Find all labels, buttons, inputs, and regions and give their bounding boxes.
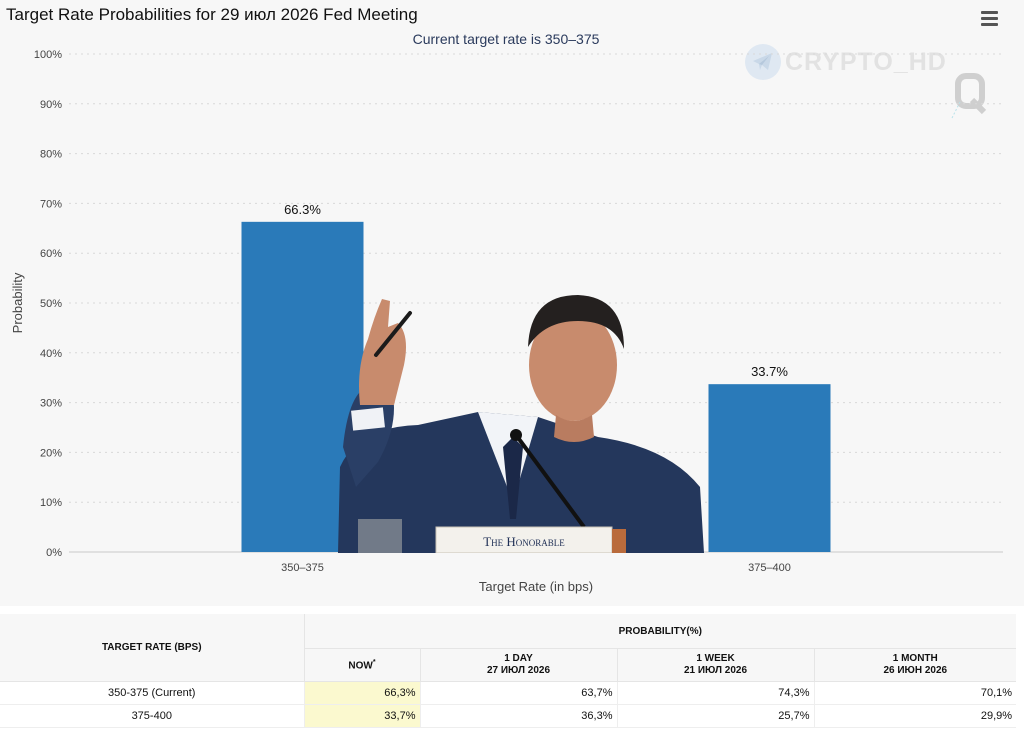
x-tick-label: 350–375: [281, 562, 324, 574]
row-label: 350-375 (Current): [0, 681, 304, 705]
table-cell: 63,7%: [419, 681, 617, 705]
bar-2[interactable]: [708, 384, 831, 552]
y-tick-label: 60%: [40, 248, 62, 260]
table-row: 350-375 (Current) 66,3% 63,7% 74,3% 70,1…: [0, 681, 1017, 705]
photo-placard-text: The Honorable: [483, 534, 565, 549]
table-row: 375-400 33,7% 36,3% 25,7% 29,9%: [0, 704, 1017, 728]
probability-table: TARGET RATE (BPS) PROBABILITY(%) NOW* 1 …: [0, 614, 1017, 728]
x-axis-label: Target Rate (in bps): [479, 579, 593, 594]
y-tick-label: 50%: [40, 298, 62, 310]
y-tick-label: 20%: [40, 447, 62, 459]
col-1month-header: 1 MONTH 26 ИЮН 2026: [813, 648, 1017, 682]
chart-panel: Target Rate Probabilities for 29 июл 202…: [6, 5, 1003, 594]
col-1week-header: 1 WEEK 21 ИЮЛ 2026: [616, 648, 814, 682]
watermark: CRYPTO_HD: [745, 42, 947, 82]
speaker-photo: The Honorable: [338, 287, 704, 553]
table-cell: 70,1%: [813, 681, 1017, 705]
y-tick-label: 10%: [40, 497, 62, 509]
col-1day-header: 1 DAY 27 ИЮЛ 2026: [419, 648, 617, 682]
table-cell: 74,3%: [616, 681, 814, 705]
chart-subtitle: Current target rate is 350–375: [412, 31, 600, 47]
x-tick-label: 375–400: [748, 562, 791, 574]
y-tick-label: 80%: [40, 149, 62, 161]
y-tick-label: 70%: [40, 198, 62, 210]
y-axis-label: Probability: [10, 272, 25, 333]
y-tick-label: 40%: [40, 348, 62, 360]
table-cell: 33,7%: [303, 704, 420, 728]
target-rate-header: TARGET RATE (BPS): [0, 614, 304, 682]
watermark-text: CRYPTO_HD: [785, 47, 947, 76]
table-cell: 36,3%: [419, 704, 617, 728]
y-tick-label: 30%: [40, 398, 62, 410]
col-now-header: NOW*: [303, 648, 420, 682]
row-label: 375-400: [0, 704, 304, 728]
y-tick-label: 100%: [34, 49, 62, 61]
y-tick-label: 90%: [40, 99, 62, 111]
chart-title: Target Rate Probabilities for 29 июл 202…: [6, 5, 418, 24]
data-label: 66.3%: [284, 202, 321, 217]
table-cell: 25,7%: [616, 704, 814, 728]
data-label: 33.7%: [751, 364, 788, 379]
telegram-icon: [745, 44, 781, 80]
table-cell: 66,3%: [303, 681, 420, 705]
table-cell: 29,9%: [813, 704, 1017, 728]
hamburger-menu-icon[interactable]: [979, 9, 1001, 27]
probability-header: PROBABILITY(%): [303, 614, 1017, 649]
y-tick-label: 0%: [46, 547, 62, 559]
q-logo-icon: [950, 72, 990, 134]
